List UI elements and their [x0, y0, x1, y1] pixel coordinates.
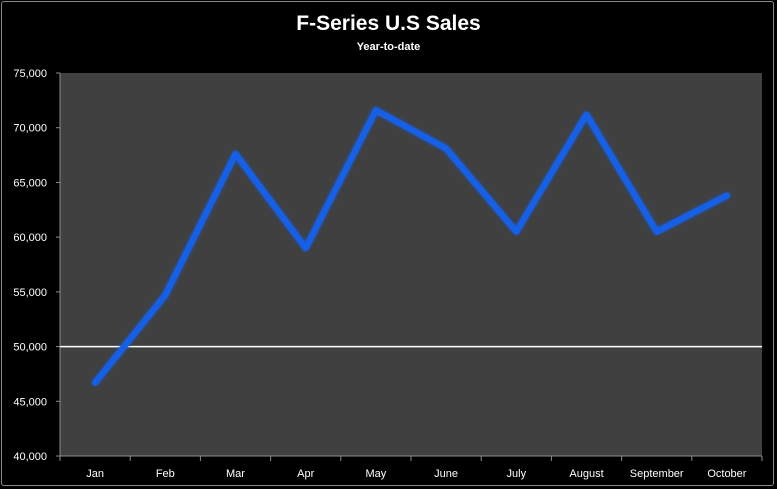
y-tick-label: 40,000	[13, 451, 47, 463]
data-point	[233, 151, 238, 157]
data-point	[654, 229, 660, 235]
data-point	[513, 229, 519, 235]
chart-subtitle: Year-to-date	[356, 41, 421, 53]
x-tick-label: September	[630, 468, 684, 480]
data-point	[162, 292, 168, 298]
plot-area	[60, 73, 762, 456]
series-line	[92, 107, 730, 386]
x-axis: Jan Feb Mar Apr May June July August September Oc…	[59, 455, 763, 480]
data-point	[303, 245, 309, 251]
x-tick-label: July	[507, 468, 527, 480]
x-tick-label: June	[434, 468, 458, 480]
data-point	[92, 380, 98, 386]
data-point	[373, 107, 379, 113]
chart-title: F-Series U.S Sales	[296, 12, 481, 35]
y-axis: 40,000 45,000 50,000 55,000 60,000 65,000 70,0…	[13, 68, 61, 463]
y-tick-label: 70,000	[13, 123, 47, 135]
y-tick-label: 65,000	[13, 177, 47, 189]
x-tick-label: Feb	[156, 468, 175, 480]
data-point	[724, 193, 730, 199]
y-tick-label: 55,000	[13, 287, 47, 299]
x-tick-label: August	[569, 468, 603, 480]
x-tick-label: May	[366, 468, 387, 480]
x-tick-label: Jan	[86, 468, 104, 480]
data-point	[443, 146, 449, 152]
y-tick-label: 75,000	[13, 68, 47, 80]
data-point	[584, 112, 589, 118]
y-tick-label: 45,000	[13, 396, 47, 408]
x-tick-label: October	[707, 468, 746, 480]
y-tick-label: 50,000	[13, 342, 47, 354]
x-tick-label: Mar	[226, 468, 245, 480]
x-tick-label: Apr	[297, 468, 314, 480]
y-tick-label: 60,000	[13, 232, 47, 244]
series-layer	[92, 107, 730, 386]
